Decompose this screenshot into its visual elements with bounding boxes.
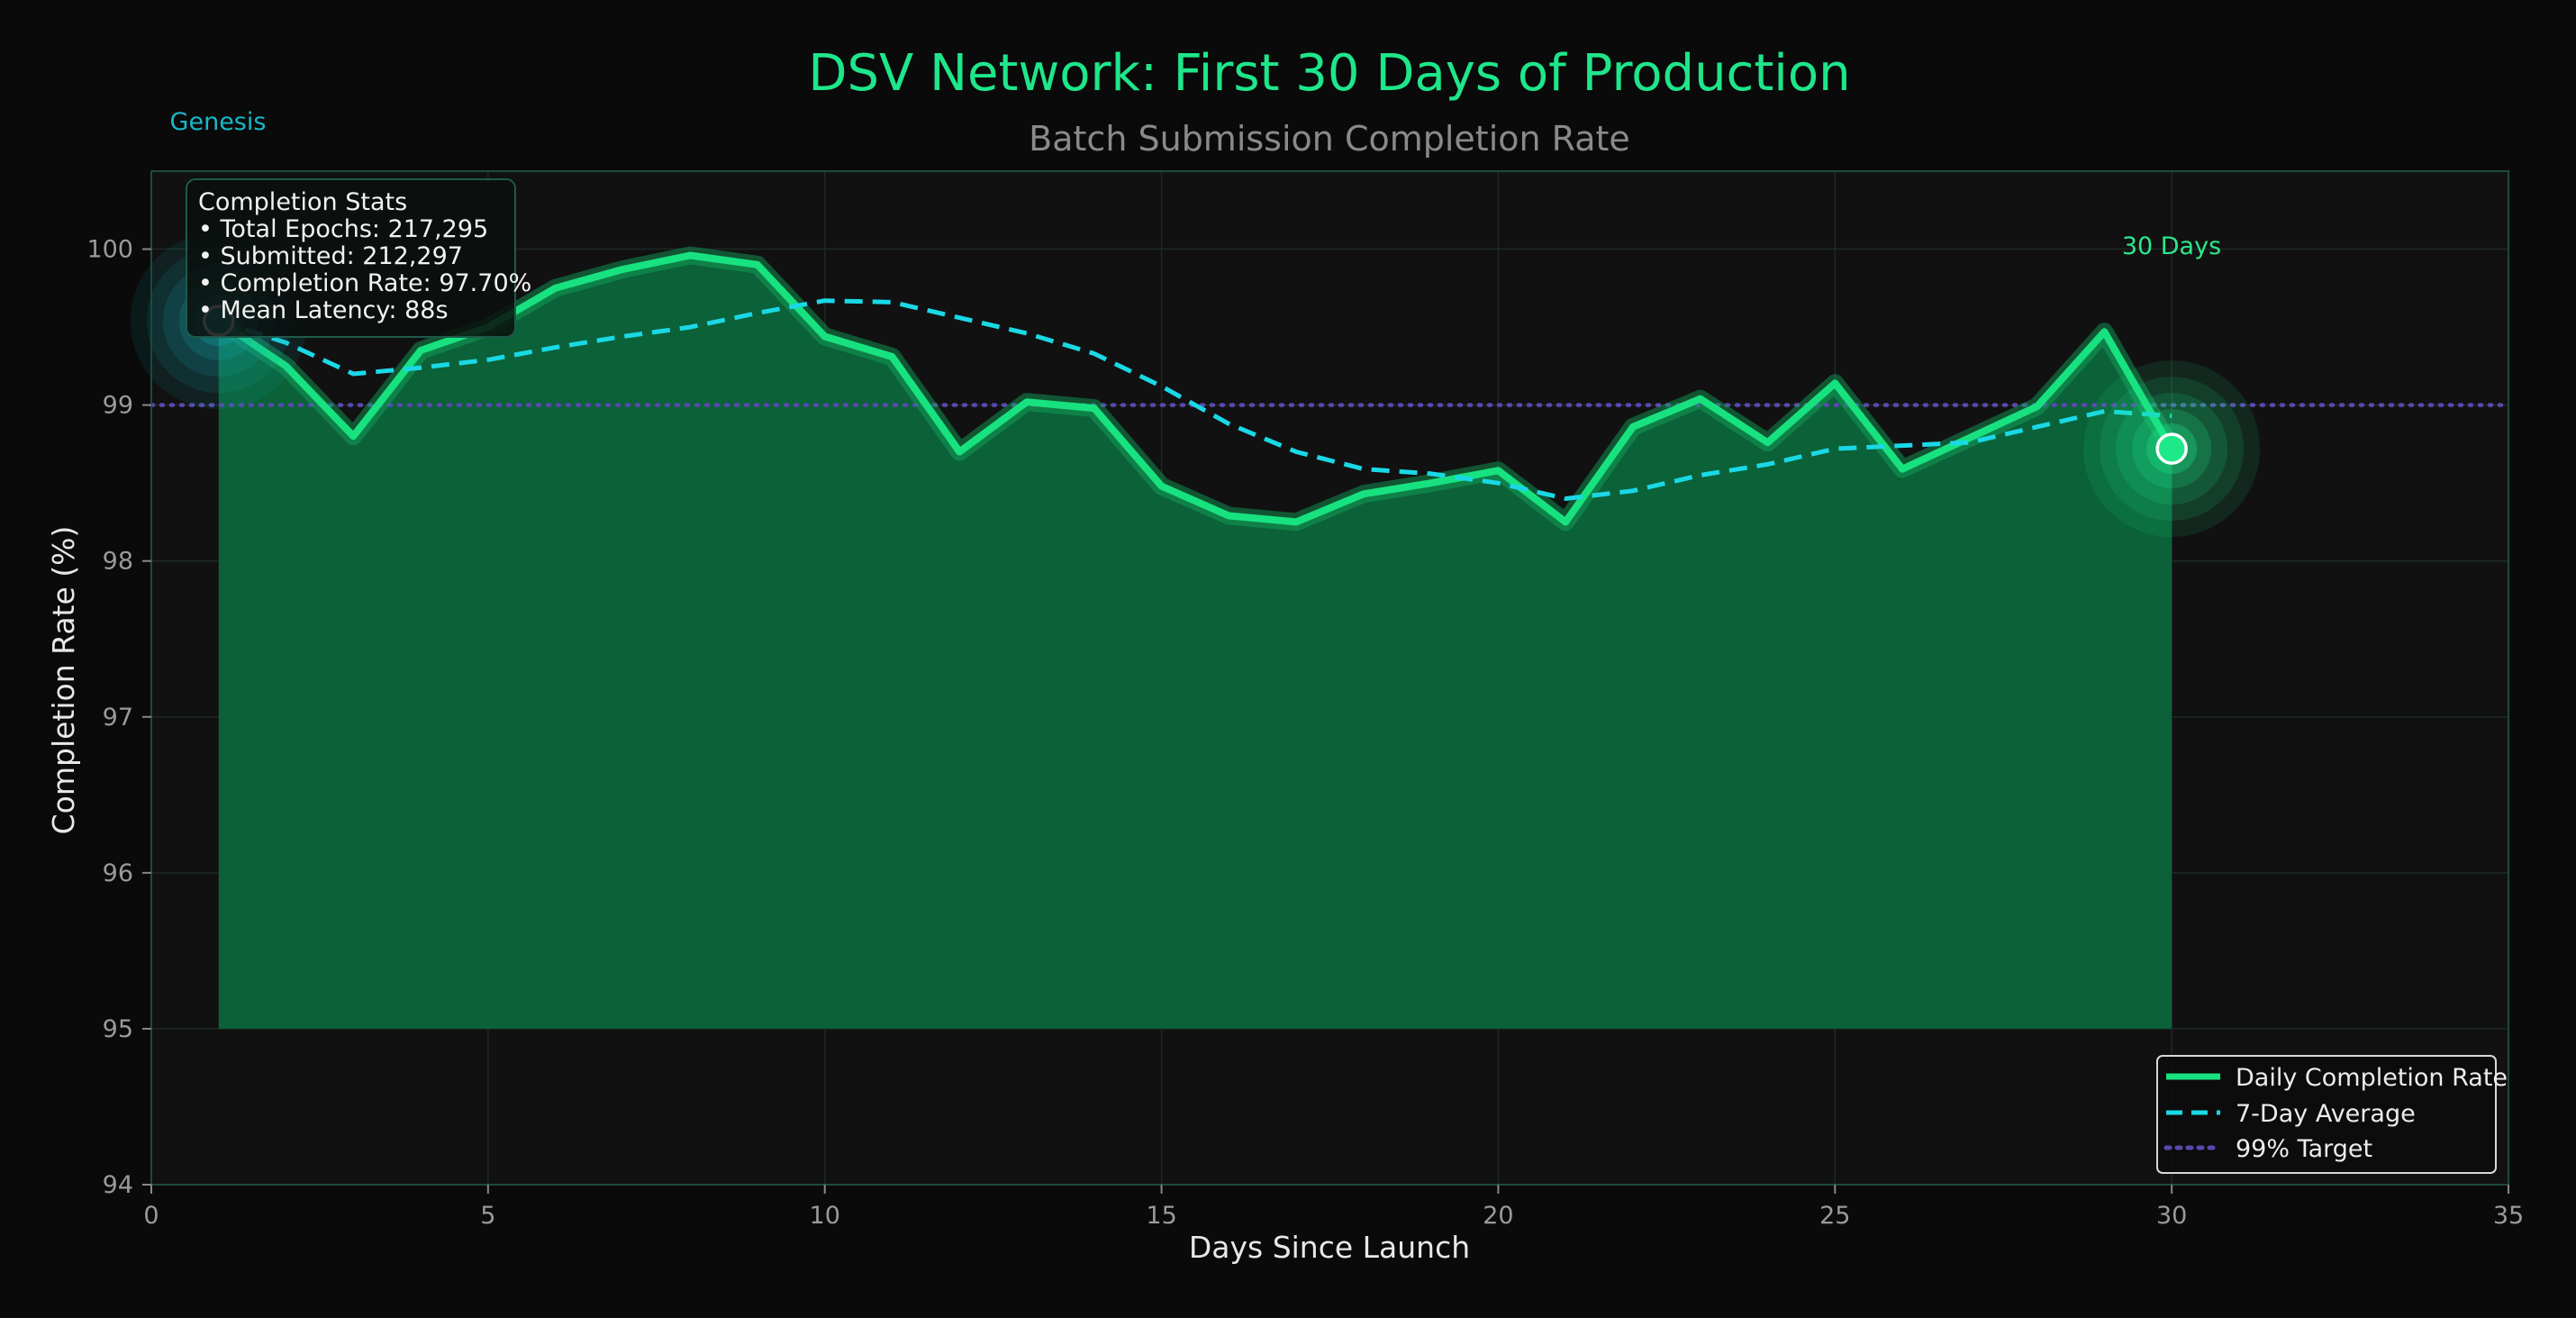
average-point — [1632, 490, 1633, 491]
y-tick-label: 98 — [103, 548, 133, 576]
average-point — [1027, 333, 1028, 334]
daily-point — [353, 436, 354, 437]
legend-label-daily: Daily Completion Rate — [2236, 1064, 2508, 1092]
y-tick-label: 96 — [103, 859, 133, 887]
daily-point — [1430, 483, 1431, 484]
stats-box: Completion Stats • Total Epochs: 217,295… — [186, 178, 531, 338]
annotation-30-days: 30 Days — [2122, 232, 2221, 260]
daily-point — [892, 356, 893, 357]
daily-point — [2036, 406, 2037, 407]
line-layer — [209, 246, 2181, 532]
x-tick-label: 5 — [480, 1202, 495, 1230]
average-point — [1700, 475, 1701, 476]
stats-line-submitted: • Submitted: 212,297 — [198, 242, 463, 270]
y-tick-label: 99 — [103, 392, 133, 420]
daily-point — [1767, 442, 1768, 443]
average-point — [1430, 473, 1431, 474]
stats-line-completion-rate: • Completion Rate: 97.70% — [198, 269, 531, 297]
y-tick-label: 100 — [86, 236, 133, 264]
end-marker — [2083, 360, 2261, 538]
x-axis-label: Days Since Launch — [1189, 1230, 1470, 1265]
average-point — [1093, 353, 1094, 354]
daily-point — [1835, 383, 1836, 384]
daily-point — [690, 255, 691, 256]
x-tick-label: 10 — [810, 1202, 840, 1230]
average-point — [487, 359, 488, 360]
average-point — [824, 300, 825, 301]
legend-frame — [2156, 1055, 2497, 1174]
daily-point — [1296, 522, 1297, 523]
stats-line-mean-latency: • Mean Latency: 88s — [198, 296, 449, 324]
average-point — [1835, 449, 1836, 450]
average-point — [1363, 468, 1364, 469]
average-point — [892, 302, 893, 303]
daily-point — [555, 287, 556, 288]
daily-point — [1498, 470, 1499, 471]
x-tick-label: 35 — [2493, 1202, 2524, 1230]
daily-point — [1565, 522, 1566, 523]
daily-line — [214, 251, 2176, 526]
legend-label-average: 7-Day Average — [2236, 1100, 2416, 1128]
average-point — [2036, 426, 2037, 427]
average-point — [1767, 464, 1768, 465]
daily-point — [622, 269, 623, 270]
average-point — [959, 317, 960, 318]
area-layer — [218, 255, 2172, 1029]
average-point — [1902, 445, 1903, 446]
y-tick-label: 97 — [103, 704, 133, 732]
legend-label-target: 99% Target — [2236, 1135, 2372, 1163]
x-tick-label: 30 — [2156, 1202, 2187, 1230]
y-axis-label: Completion Rate (%) — [46, 526, 81, 835]
legend: Daily Completion Rate 7-Day Average 99% … — [2156, 1055, 2508, 1174]
daily-area-fill — [218, 255, 2172, 1029]
average-point — [555, 347, 556, 348]
daily-point — [421, 350, 422, 351]
chart-title: DSV Network: First 30 Days of Production — [808, 44, 1850, 103]
daily-point — [1363, 494, 1364, 495]
daily-point — [1969, 437, 1970, 438]
y-tick-label: 95 — [103, 1015, 133, 1043]
average-point — [690, 327, 691, 328]
x-tick-label: 15 — [1146, 1202, 1176, 1230]
daily-point — [1902, 468, 1903, 469]
daily-point — [1027, 402, 1028, 403]
daily-point — [1093, 408, 1094, 409]
average-point — [622, 336, 623, 337]
end-marker-dot — [2155, 432, 2188, 465]
x-tick-label: 0 — [143, 1202, 159, 1230]
axes: 0 5 10 15 20 25 30 35 94 95 96 97 98 99 100 — [86, 236, 2524, 1230]
stats-box-title: Completion Stats — [198, 188, 407, 216]
stats-line-total-epochs: • Total Epochs: 217,295 — [198, 215, 488, 243]
x-tick-label: 25 — [1819, 1202, 1850, 1230]
y-tick-label: 94 — [103, 1171, 133, 1199]
stats-box-frame — [186, 178, 516, 338]
annotation-genesis: Genesis — [170, 108, 267, 136]
daily-point — [959, 451, 960, 452]
x-tick-label: 20 — [1483, 1202, 1513, 1230]
average-point — [1498, 483, 1499, 484]
daily-point — [1632, 426, 1633, 427]
daily-point — [824, 336, 825, 337]
average-point — [1296, 451, 1297, 452]
average-point — [1565, 498, 1566, 499]
chart-subtitle: Batch Submission Completion Rate — [1029, 119, 1630, 159]
average-point — [1969, 442, 1970, 443]
daily-point — [1700, 398, 1701, 399]
average-line — [218, 298, 2172, 501]
average-point — [353, 374, 354, 375]
plot-frame — [150, 170, 2509, 1186]
